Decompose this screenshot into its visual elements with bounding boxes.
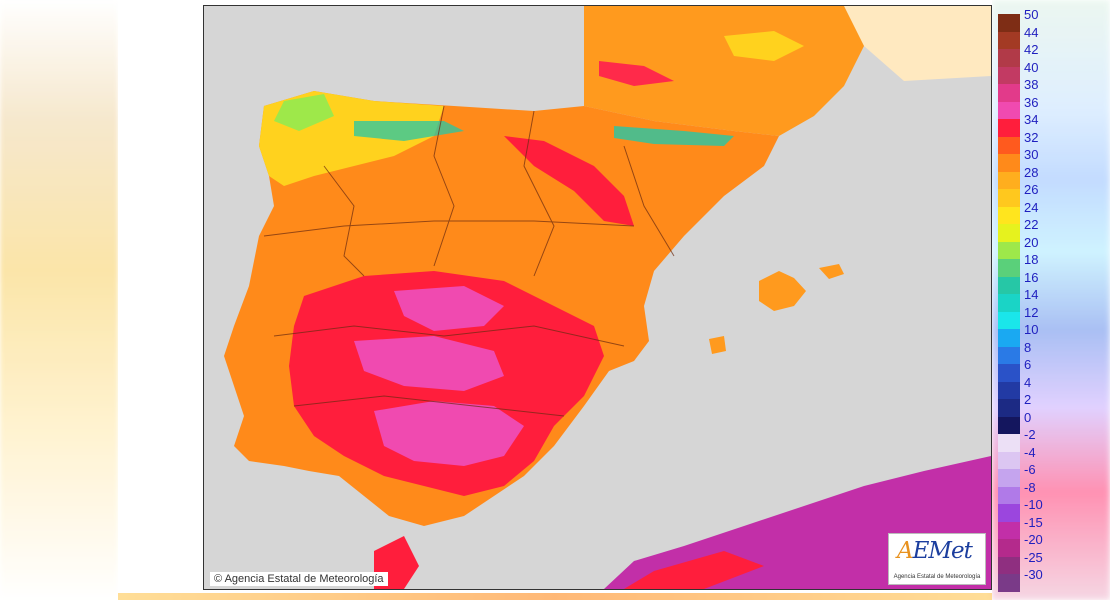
legend-swatch bbox=[998, 84, 1020, 102]
france-mild-area bbox=[724, 31, 804, 61]
legend-swatch bbox=[998, 469, 1020, 487]
legend-label: -2 bbox=[1024, 427, 1036, 442]
legend-label: 4 bbox=[1024, 374, 1032, 390]
legend-label: 42 bbox=[1024, 42, 1039, 57]
france bbox=[584, 6, 864, 136]
legend-label: 26 bbox=[1024, 182, 1039, 197]
legend-label: 28 bbox=[1024, 164, 1039, 180]
temperature-legend: 50 44 42 40 38 36 34 32 30 28 26 24 22 20 18 16 14 12 10 8 6… bbox=[998, 8, 1098, 592]
legend-label: 8 bbox=[1024, 339, 1032, 355]
legend-swatch bbox=[998, 311, 1020, 329]
figure-frame: © Agencia Estatal de Meteorología AEMet … bbox=[118, 0, 1043, 593]
balearic-mallorca bbox=[759, 271, 806, 311]
copyright-notice: © Agencia Estatal de Meteorología bbox=[210, 572, 388, 586]
legend-label: 12 bbox=[1024, 304, 1039, 320]
legend-label: 50 bbox=[1024, 7, 1039, 22]
legend-swatch bbox=[998, 521, 1020, 539]
legend-label: 24 bbox=[1024, 199, 1039, 215]
legend-swatch bbox=[998, 346, 1020, 364]
temperature-map: © Agencia Estatal de Meteorología AEMet … bbox=[203, 5, 992, 590]
legend-label: 6 bbox=[1024, 357, 1032, 372]
legend-swatch bbox=[998, 31, 1020, 49]
legend-swatch bbox=[998, 206, 1020, 224]
legend-swatch bbox=[998, 399, 1020, 417]
legend-label: 44 bbox=[1024, 24, 1039, 40]
legend-label: 0 bbox=[1024, 409, 1032, 425]
legend-swatch bbox=[998, 224, 1020, 242]
legend-swatch bbox=[998, 276, 1020, 294]
legend-swatch bbox=[998, 416, 1020, 434]
legend-label: -20 bbox=[1024, 532, 1043, 547]
balearic-ibiza bbox=[709, 336, 726, 354]
legend-swatch bbox=[998, 259, 1020, 277]
pyrenees-cool-zone bbox=[614, 126, 734, 146]
legend-label: 30 bbox=[1024, 147, 1039, 162]
legend-swatch bbox=[998, 119, 1020, 137]
map-canvas bbox=[204, 6, 991, 589]
legend-swatch bbox=[998, 136, 1020, 154]
legend-swatch bbox=[998, 49, 1020, 67]
legend-label: 34 bbox=[1024, 112, 1039, 127]
legend-label: -8 bbox=[1024, 479, 1036, 495]
legend-swatch bbox=[998, 364, 1020, 382]
background-bottom bbox=[118, 592, 992, 600]
legend-swatch bbox=[998, 504, 1020, 522]
extreme-zone-2 bbox=[354, 336, 504, 391]
cantabrian-cool-zone bbox=[354, 121, 464, 141]
aemet-logo: AEMet Agencia Estatal de Meteorología bbox=[888, 533, 986, 585]
extreme-zone-1 bbox=[394, 286, 504, 331]
legend-swatch bbox=[998, 451, 1020, 469]
legend-swatch bbox=[998, 14, 1020, 32]
legend-label: 32 bbox=[1024, 129, 1039, 145]
legend-label: 40 bbox=[1024, 59, 1039, 75]
legend-swatch bbox=[998, 574, 1020, 592]
aemet-logo-mark: AEMet bbox=[897, 538, 973, 564]
legend-swatch bbox=[998, 556, 1020, 574]
north-africa-hot-coast bbox=[624, 551, 764, 589]
legend-swatch bbox=[998, 66, 1020, 84]
legend-label: 20 bbox=[1024, 234, 1039, 250]
province-borders bbox=[263, 105, 675, 417]
legend-swatch bbox=[998, 241, 1020, 259]
france-hot-area bbox=[599, 61, 674, 86]
legend-swatch bbox=[998, 154, 1020, 172]
legend-label: 14 bbox=[1024, 287, 1039, 302]
legend-label: -4 bbox=[1024, 444, 1036, 460]
legend-swatch bbox=[998, 539, 1020, 557]
legend-swatch bbox=[998, 381, 1020, 399]
legend-label: 38 bbox=[1024, 77, 1039, 92]
balearic-menorca bbox=[819, 264, 844, 279]
legend-label: 36 bbox=[1024, 94, 1039, 110]
legend-swatch bbox=[998, 171, 1020, 189]
legend-label: -30 bbox=[1024, 567, 1043, 582]
legend-label: 22 bbox=[1024, 217, 1039, 232]
legend-label: 2 bbox=[1024, 392, 1032, 407]
legend-label: 10 bbox=[1024, 322, 1039, 337]
legend-swatch bbox=[998, 294, 1020, 312]
extreme-zone-3 bbox=[374, 401, 524, 466]
aemet-logo-subtitle: Agencia Estatal de Meteorología bbox=[893, 574, 981, 580]
legend-label: 16 bbox=[1024, 269, 1039, 285]
legend-label: 18 bbox=[1024, 252, 1039, 267]
legend-swatch bbox=[998, 329, 1020, 347]
legend-label: -25 bbox=[1024, 549, 1043, 565]
galicia-cool-zone bbox=[274, 94, 334, 131]
legend-swatch bbox=[998, 434, 1020, 452]
legend-label: -15 bbox=[1024, 514, 1043, 530]
legend-swatch bbox=[998, 101, 1020, 119]
legend-swatch bbox=[998, 486, 1020, 504]
legend-label: -6 bbox=[1024, 462, 1036, 477]
ebro-hot-zone bbox=[504, 136, 634, 226]
background-left bbox=[0, 0, 118, 600]
foreign-land-northeast bbox=[844, 6, 991, 81]
legend-label: -10 bbox=[1024, 497, 1043, 512]
legend-swatch bbox=[998, 189, 1020, 207]
